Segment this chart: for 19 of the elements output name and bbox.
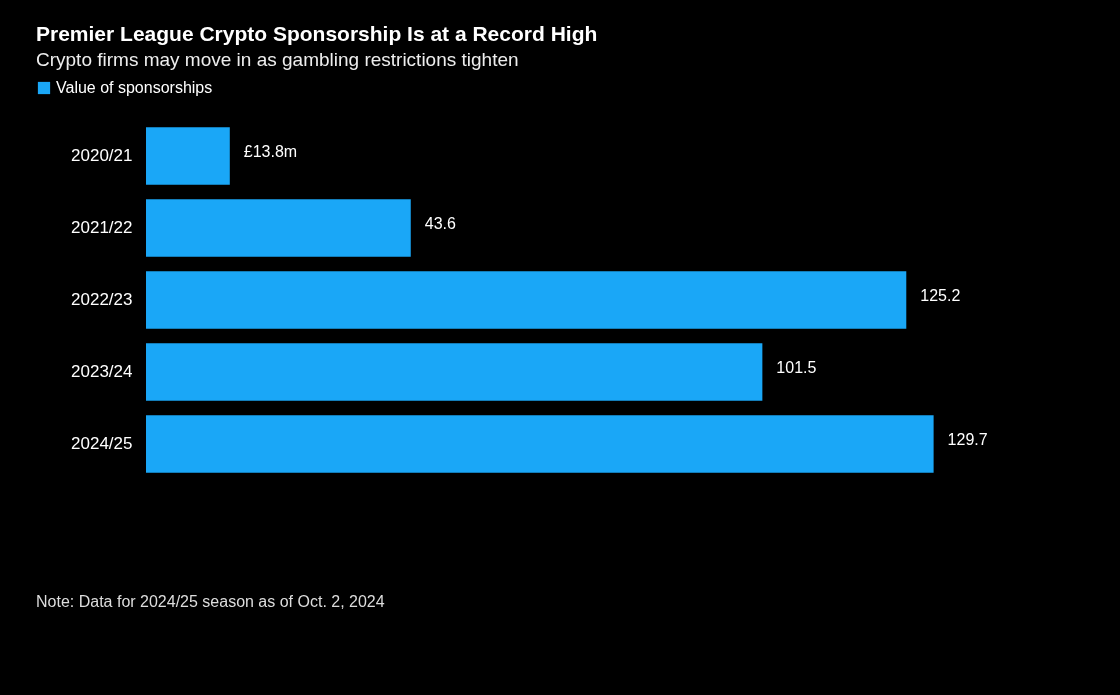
text: Note: Data for 2024/25 season as of Oct. 2, 2024 [36,592,385,612]
y-tick-label: 2024/25 [71,434,133,453]
data-label: 101.5 [776,359,817,376]
y-tick-label: 2022/23 [71,290,133,309]
bar [146,271,907,329]
data-label: 129.7 [947,431,988,448]
data-label: £13.8m [243,143,298,160]
bar [146,415,934,473]
chart-title: Premier League Crypto Sponsorship Is at a Record High [36,22,598,45]
data-label: 125.2 [920,287,961,304]
chart-subtitle: Crypto firms may move in as gambling restrictions tighten [36,49,519,70]
legend-label: Value of sponsorships [56,79,213,96]
bar [146,199,411,257]
y-tick-label: 2020/21 [71,146,133,165]
data-label: 43.6 [424,215,457,232]
bar [146,127,230,185]
bar [146,343,763,401]
y-tick-label: 2023/24 [71,362,133,381]
y-tick-label: 2021/22 [71,218,133,237]
